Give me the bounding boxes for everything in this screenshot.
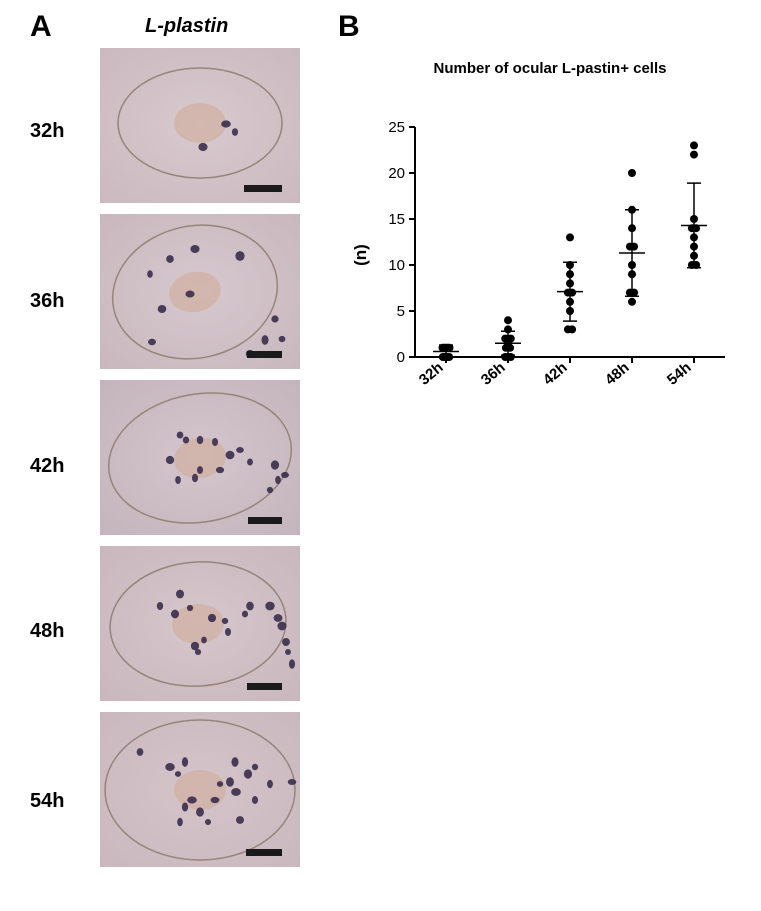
svg-text:5: 5 bbox=[397, 303, 405, 320]
micrograph-54h bbox=[100, 712, 300, 867]
chart-ylabel: (n) bbox=[351, 244, 371, 266]
svg-text:20: 20 bbox=[388, 165, 405, 182]
svg-text:54h: 54h bbox=[664, 359, 695, 389]
scale-bar bbox=[247, 351, 282, 358]
scale-bar bbox=[248, 517, 282, 524]
svg-text:48h: 48h bbox=[602, 359, 633, 389]
timepoint-42h: 42h bbox=[30, 455, 64, 478]
svg-text:10: 10 bbox=[388, 257, 405, 274]
micrograph-48h bbox=[100, 546, 300, 701]
timepoint-32h: 32h bbox=[30, 120, 64, 143]
chart-title: Number of ocular L-pastin+ cells bbox=[360, 60, 740, 77]
scale-bar bbox=[244, 185, 282, 192]
micrograph-42h bbox=[100, 380, 300, 535]
timepoint-54h: 54h bbox=[30, 790, 64, 813]
chart-svg: 0 5 10 15 20 25 32h 36h 42h 48h 54h bbox=[360, 92, 740, 412]
svg-text:36h: 36h bbox=[478, 359, 509, 389]
scatter-chart: Number of ocular L-pastin+ cells (n) 051… bbox=[360, 60, 740, 417]
timepoint-36h: 36h bbox=[30, 290, 64, 313]
svg-text:42h: 42h bbox=[540, 359, 571, 389]
micrograph-36h bbox=[100, 214, 300, 369]
scale-bar bbox=[247, 683, 282, 690]
svg-text:25: 25 bbox=[388, 119, 405, 136]
timepoint-48h: 48h bbox=[30, 620, 64, 643]
column-header-lplastin: L-plastin bbox=[145, 15, 228, 38]
panel-a-label: A bbox=[30, 10, 52, 44]
svg-text:15: 15 bbox=[388, 211, 405, 228]
panel-b-label: B bbox=[338, 10, 360, 44]
scale-bar bbox=[246, 849, 282, 856]
micrograph-32h bbox=[100, 48, 300, 203]
svg-text:32h: 32h bbox=[416, 359, 447, 389]
svg-text:0: 0 bbox=[397, 349, 405, 366]
